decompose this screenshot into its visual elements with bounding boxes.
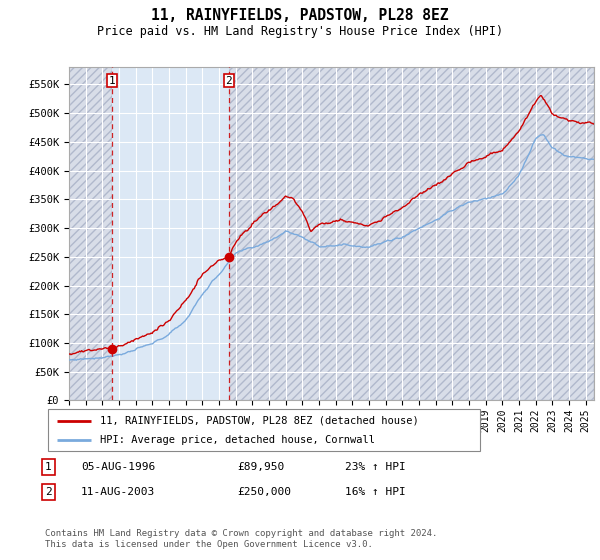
Bar <box>229 67 594 400</box>
Text: HPI: Average price, detached house, Cornwall: HPI: Average price, detached house, Corn… <box>100 435 375 445</box>
Text: Contains HM Land Registry data © Crown copyright and database right 2024.
This d: Contains HM Land Registry data © Crown c… <box>45 529 437 549</box>
Text: 11, RAINYFIELDS, PADSTOW, PL28 8EZ: 11, RAINYFIELDS, PADSTOW, PL28 8EZ <box>151 8 449 24</box>
Text: 2: 2 <box>226 76 232 86</box>
Text: 16% ↑ HPI: 16% ↑ HPI <box>345 487 406 497</box>
Text: 1: 1 <box>45 462 52 472</box>
Bar <box>69 67 112 400</box>
Text: 11-AUG-2003: 11-AUG-2003 <box>81 487 155 497</box>
Bar <box>112 67 229 400</box>
Text: 11, RAINYFIELDS, PADSTOW, PL28 8EZ (detached house): 11, RAINYFIELDS, PADSTOW, PL28 8EZ (deta… <box>100 416 419 426</box>
Text: 05-AUG-1996: 05-AUG-1996 <box>81 462 155 472</box>
Text: 23% ↑ HPI: 23% ↑ HPI <box>345 462 406 472</box>
FancyBboxPatch shape <box>48 409 480 451</box>
Text: 1: 1 <box>109 76 116 86</box>
Text: Price paid vs. HM Land Registry's House Price Index (HPI): Price paid vs. HM Land Registry's House … <box>97 25 503 38</box>
Text: 2: 2 <box>45 487 52 497</box>
Text: £250,000: £250,000 <box>237 487 291 497</box>
Text: £89,950: £89,950 <box>237 462 284 472</box>
